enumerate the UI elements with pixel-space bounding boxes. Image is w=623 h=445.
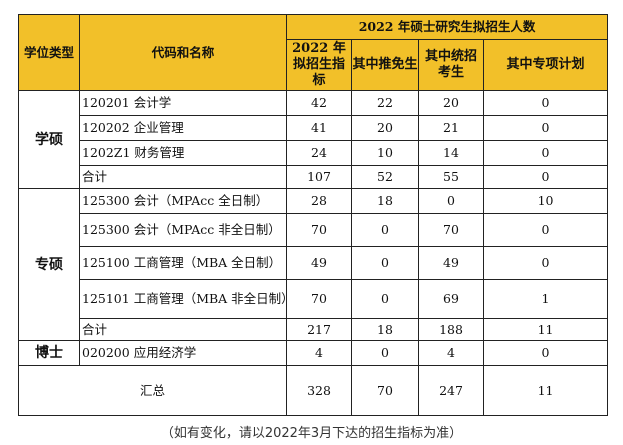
exam-cell: 4 [418,340,484,366]
plan-cell: 70 [286,213,352,247]
plan-cell: 107 [286,165,352,189]
exempt-cell: 0 [351,279,419,319]
exempt-cell: 18 [351,188,419,214]
plan-cell: 41 [286,115,352,141]
subtotal-label: 合计 [79,165,287,189]
table-row: 学硕 120201 会计学 42 22 20 0 [18,90,609,189]
exempt-cell: 20 [351,115,419,141]
table-row: 125300 会计（MPAcc 非全日制） 70 0 70 0 [19,213,609,247]
header-exam: 其中统招考生 [418,39,484,91]
special-cell: 0 [482,140,609,166]
special-cell: 0 [482,246,609,280]
table-row: 120202 企业管理 41 20 21 0 [19,115,609,141]
program-name: 125100 工商管理（MBA 全日制） [79,246,287,280]
program-name: 1202Z1 财务管理 [79,140,287,166]
table-row: 1202Z1 财务管理 24 10 14 0 [19,140,609,166]
exempt-cell: 0 [351,340,419,366]
plan-cell: 49 [286,246,352,280]
subtotal-label: 合计 [79,318,287,341]
table-row: 125100 工商管理（MBA 全日制） 49 0 49 0 [19,246,609,280]
special-cell: 10 [482,188,609,214]
total-row: 汇总 328 70 247 11 [18,365,609,416]
exam-cell: 247 [418,365,484,416]
program-name: 120202 企业管理 [79,115,287,141]
special-cell: 1 [482,279,609,319]
exam-cell: 14 [418,140,484,166]
exam-cell: 49 [418,246,484,280]
exempt-cell: 22 [351,90,419,116]
special-cell: 0 [482,340,609,366]
exam-cell: 0 [418,188,484,214]
table-row: 专硕 125300 会计（MPAcc 全日制） 28 18 0 10 [18,188,609,341]
degree-type-cell: 博士 [18,340,80,366]
degree-type-cell: 专硕 [18,188,80,341]
header-degree-type: 学位类型 [18,14,80,91]
program-name: 125101 工商管理（MBA 非全日制） [79,279,287,319]
special-cell: 0 [482,165,609,189]
exam-cell: 188 [418,318,484,341]
plan-cell: 328 [286,365,352,416]
exam-cell: 70 [418,213,484,247]
plan-cell: 70 [286,279,352,319]
table-row: 125101 工商管理（MBA 非全日制） 70 0 69 1 [19,279,609,319]
subtotal-row: 合计 217 18 188 11 [19,318,609,341]
exempt-cell: 52 [351,165,419,189]
exam-cell: 20 [418,90,484,116]
special-cell: 0 [482,90,609,116]
header-exempt: 其中推免生 [351,39,419,91]
program-name: 120201 会计学 [79,90,287,116]
program-name: 125300 会计（MPAcc 非全日制） [79,213,287,247]
total-label: 汇总 [18,365,287,416]
header-plan: 2022 年拟招生指标 [286,39,352,91]
special-cell: 11 [482,365,609,416]
subtotal-row: 合计 107 52 55 0 [19,165,609,189]
exempt-cell: 18 [351,318,419,341]
enrollment-table: 学位类型 代码和名称 2022 年硕士研究生拟招生人数 2022 年拟招生指标 … [18,14,609,416]
header-code-name: 代码和名称 [79,14,287,91]
table-row: 博士 020200 应用经济学 4 0 4 0 [18,340,609,366]
plan-cell: 28 [286,188,352,214]
plan-cell: 217 [286,318,352,341]
degree-type-cell: 学硕 [18,90,80,189]
header-special: 其中专项计划 [482,39,609,91]
plan-cell: 24 [286,140,352,166]
plan-cell: 42 [286,90,352,116]
special-cell: 0 [482,213,609,247]
plan-cell: 4 [286,340,352,366]
special-cell: 11 [482,318,609,341]
program-name: 020200 应用经济学 [79,340,287,366]
exam-cell: 69 [418,279,484,319]
exam-cell: 55 [418,165,484,189]
exam-cell: 21 [418,115,484,141]
exempt-cell: 70 [351,365,419,416]
footnote: （如有变化，请以2022年3月下达的招生指标为准） [160,426,463,441]
special-cell: 0 [482,115,609,141]
exempt-cell: 10 [351,140,419,166]
exempt-cell: 0 [351,213,419,247]
exempt-cell: 0 [351,246,419,280]
program-name: 125300 会计（MPAcc 全日制） [79,188,287,214]
header-group: 2022 年硕士研究生拟招生人数 [285,14,609,40]
